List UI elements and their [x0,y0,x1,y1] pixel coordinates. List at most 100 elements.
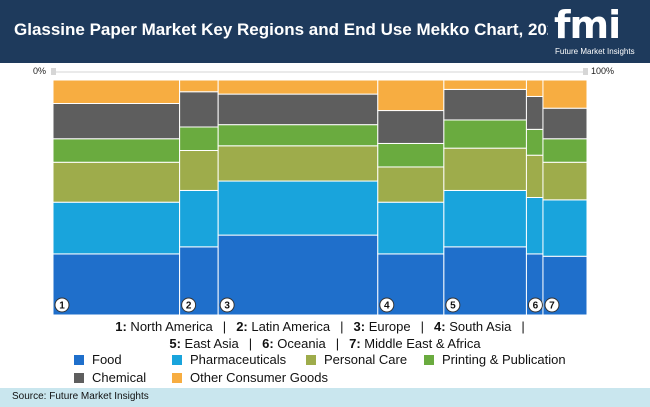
region-legend-row-2: 5: East Asia | 6: Oceania | 7: Middle East &… [30,335,620,352]
axis-right-label: 100% [591,66,615,76]
legend-swatch [306,355,316,365]
column-badge-label-3: 3 [224,301,230,312]
segment-3-printing-publication [217,124,379,147]
column-badge-2 [181,297,197,313]
column-badge-6 [527,297,543,313]
segment-3-personal-care [217,145,379,182]
region-separator: | [420,319,425,334]
legend-swatch [424,355,434,365]
region-name: Oceania [273,336,326,351]
region-legend-row-1: 1: North America | 2: Latin America | 3: Eur… [30,318,620,335]
region-name: South Asia [445,319,512,334]
segment-6-personal-care [525,154,544,198]
segment-7-other-consumer-goods [542,79,588,109]
region-legend: 1: North America | 2: Latin America | 3: Eur… [30,318,620,352]
footer-bar: Source: Future Market Insights [0,388,650,407]
segment-2-pharmaceuticals [179,189,219,248]
logo-subtitle: Future Market Insights [555,47,635,56]
region-name: East Asia [180,336,239,351]
segment-2-other-consumer-goods [179,79,219,93]
region-name: Latin America [247,319,331,334]
legend-item-other-consumer-goods: Other Consumer Goods [172,370,328,385]
region-separator: | [521,319,525,334]
legend-swatch [172,373,182,383]
segment-4-pharmaceuticals [377,201,445,255]
segment-4-chemical [377,110,445,144]
segment-7-printing-publication [542,138,588,163]
legend-label: Other Consumer Goods [190,370,329,385]
segment-1-personal-care [52,161,181,203]
segment-2-chemical [179,91,219,128]
segment-5-personal-care [443,147,527,191]
segment-5-pharmaceuticals [443,189,527,248]
legend-label: Food [92,352,122,367]
segment-1-food [52,253,181,316]
legend-label: Printing & Publication [442,352,566,367]
region-number: 5: [169,336,181,351]
region-separator: | [340,319,344,334]
legend-label: Personal Care [324,352,408,367]
legend-item-food: Food [74,352,122,367]
region-name: North America [126,319,213,334]
segment-7-pharmaceuticals [542,199,588,257]
axis-right-marker [583,68,588,75]
segment-1-chemical [52,103,181,140]
segment-3-pharmaceuticals [217,180,379,236]
column-badge-4 [379,297,395,313]
segment-4-other-consumer-goods [377,79,445,112]
region-name: Middle East & Africa [360,336,481,351]
column-badge-label-7: 7 [549,301,555,312]
region-separator: | [248,336,253,351]
segment-6-printing-publication [525,128,544,156]
logo [548,0,650,63]
legend-label: Chemical [92,370,147,385]
legend-swatch [74,373,84,383]
segment-6-pharmaceuticals [525,197,544,255]
segment-6-chemical [525,95,544,130]
column-badge-label-2: 2 [186,301,192,312]
region-number: 1: [115,319,127,334]
region-separator: | [222,319,227,334]
segment-2-printing-publication [179,126,219,151]
segments-layer [52,79,588,316]
segment-4-printing-publication [377,142,445,168]
segment-3-other-consumer-goods [217,79,379,95]
segment-5-printing-publication [443,119,527,149]
segment-1-other-consumer-goods [52,79,181,104]
column-badge-1 [54,297,70,313]
segment-6-other-consumer-goods [525,79,544,97]
header-banner [0,0,650,63]
logo-text: fmi [554,3,621,47]
segment-7-personal-care [542,161,588,201]
region-name: Europe [365,319,411,334]
axis-left-marker [51,68,56,75]
legend-item-chemical: Chemical [74,370,146,385]
source-text: Source: Future Market Insights [12,391,149,402]
region-separator: | [335,336,340,351]
legend-item-printing-publication: Printing & Publication [424,352,566,367]
segment-5-other-consumer-goods [443,79,527,90]
column-badge-label-6: 6 [533,301,539,312]
column-badge-label-4: 4 [384,301,390,312]
region-number: 6: [262,336,274,351]
column-badge-5 [445,297,461,313]
column-badge-label-1: 1 [59,301,65,312]
segment-2-personal-care [179,150,219,191]
region-number: 2: [236,319,248,334]
legend-item-pharmaceuticals: Pharmaceuticals [172,352,286,367]
legend-swatch [74,355,84,365]
segment-3-food [217,234,379,316]
segment-1-pharmaceuticals [52,201,181,255]
page-title: Glassine Paper Market Key Regions and En… [14,20,566,39]
region-number: 7: [349,336,361,351]
column-badge-label-5: 5 [450,301,456,312]
segment-5-chemical [443,88,527,121]
segment-4-personal-care [377,166,445,203]
legend-label: Pharmaceuticals [190,352,287,367]
segment-1-printing-publication [52,138,181,163]
legend-swatch [172,355,182,365]
legend-item-personal-care: Personal Care [306,352,407,367]
segment-7-chemical [542,107,588,140]
region-number: 4: [434,319,446,334]
